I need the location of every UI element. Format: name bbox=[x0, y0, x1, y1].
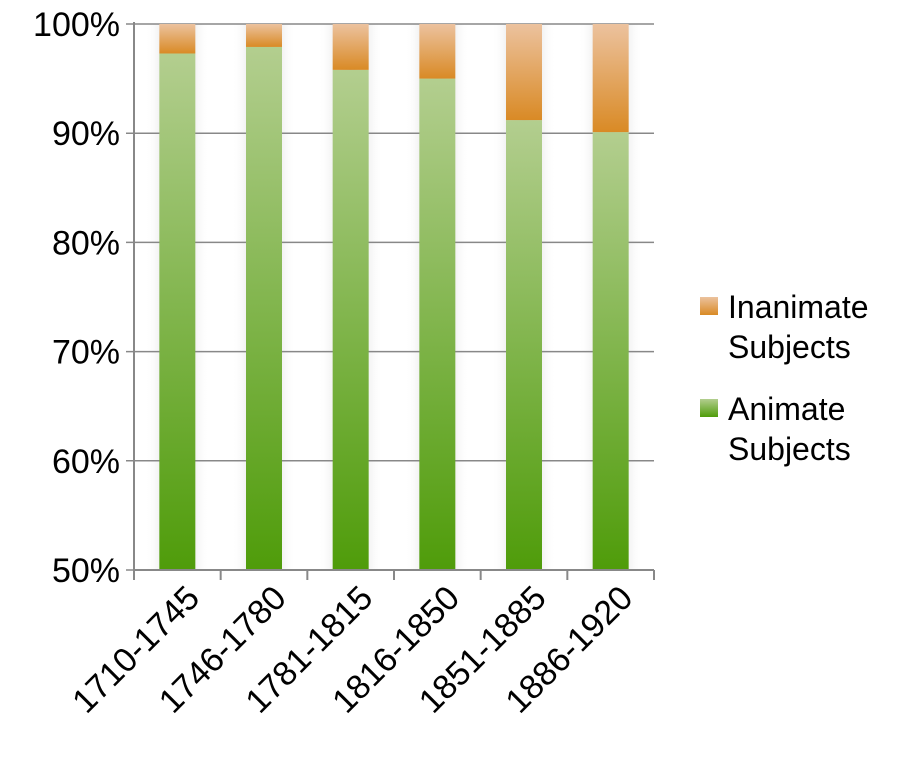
y-tick-label: 60% bbox=[52, 443, 120, 481]
bar-inanimate-1781-1815 bbox=[332, 24, 369, 70]
y-tick-labels: 50% 60% 70% 80% 90% 100% bbox=[33, 6, 120, 590]
y-tick-label: 70% bbox=[52, 334, 120, 372]
legend-swatch bbox=[700, 297, 718, 315]
bar-animate-1886-1920 bbox=[592, 132, 629, 570]
x-tick-labels: 1710-17451746-17801781-18151816-18501851… bbox=[65, 579, 640, 721]
bar-animate-1816-1850 bbox=[419, 78, 456, 570]
legend-swatch bbox=[700, 399, 718, 417]
legend-item-inanimate-subjects: Inanimate Subjects bbox=[700, 289, 869, 365]
legend-label: Subjects bbox=[728, 329, 851, 365]
y-tick-label: 100% bbox=[33, 6, 120, 44]
bar-animate-1710-1745 bbox=[159, 53, 196, 570]
y-tick-label: 50% bbox=[52, 552, 120, 590]
bar-segments bbox=[159, 24, 629, 570]
bar-animate-1781-1815 bbox=[332, 69, 369, 570]
bar-inanimate-1746-1780 bbox=[246, 24, 282, 47]
y-tick-label: 90% bbox=[52, 115, 120, 153]
legend: Inanimate Subjects Animate Subjects bbox=[700, 289, 869, 467]
legend-label: Animate bbox=[728, 391, 845, 427]
column-shadows bbox=[145, 24, 643, 570]
axes bbox=[133, 22, 655, 580]
bar-inanimate-1710-1745 bbox=[159, 24, 196, 54]
bar-inanimate-1851-1885 bbox=[506, 24, 542, 121]
legend-label: Subjects bbox=[728, 431, 851, 467]
bar-inanimate-1816-1850 bbox=[419, 24, 456, 79]
bar-inanimate-1886-1920 bbox=[592, 24, 629, 133]
bar-animate-1851-1885 bbox=[506, 120, 542, 570]
legend-item-animate-subjects: Animate Subjects bbox=[700, 391, 851, 467]
legend-label: Inanimate bbox=[728, 289, 869, 325]
y-tick-label: 80% bbox=[52, 224, 120, 262]
bar-animate-1746-1780 bbox=[246, 46, 282, 570]
